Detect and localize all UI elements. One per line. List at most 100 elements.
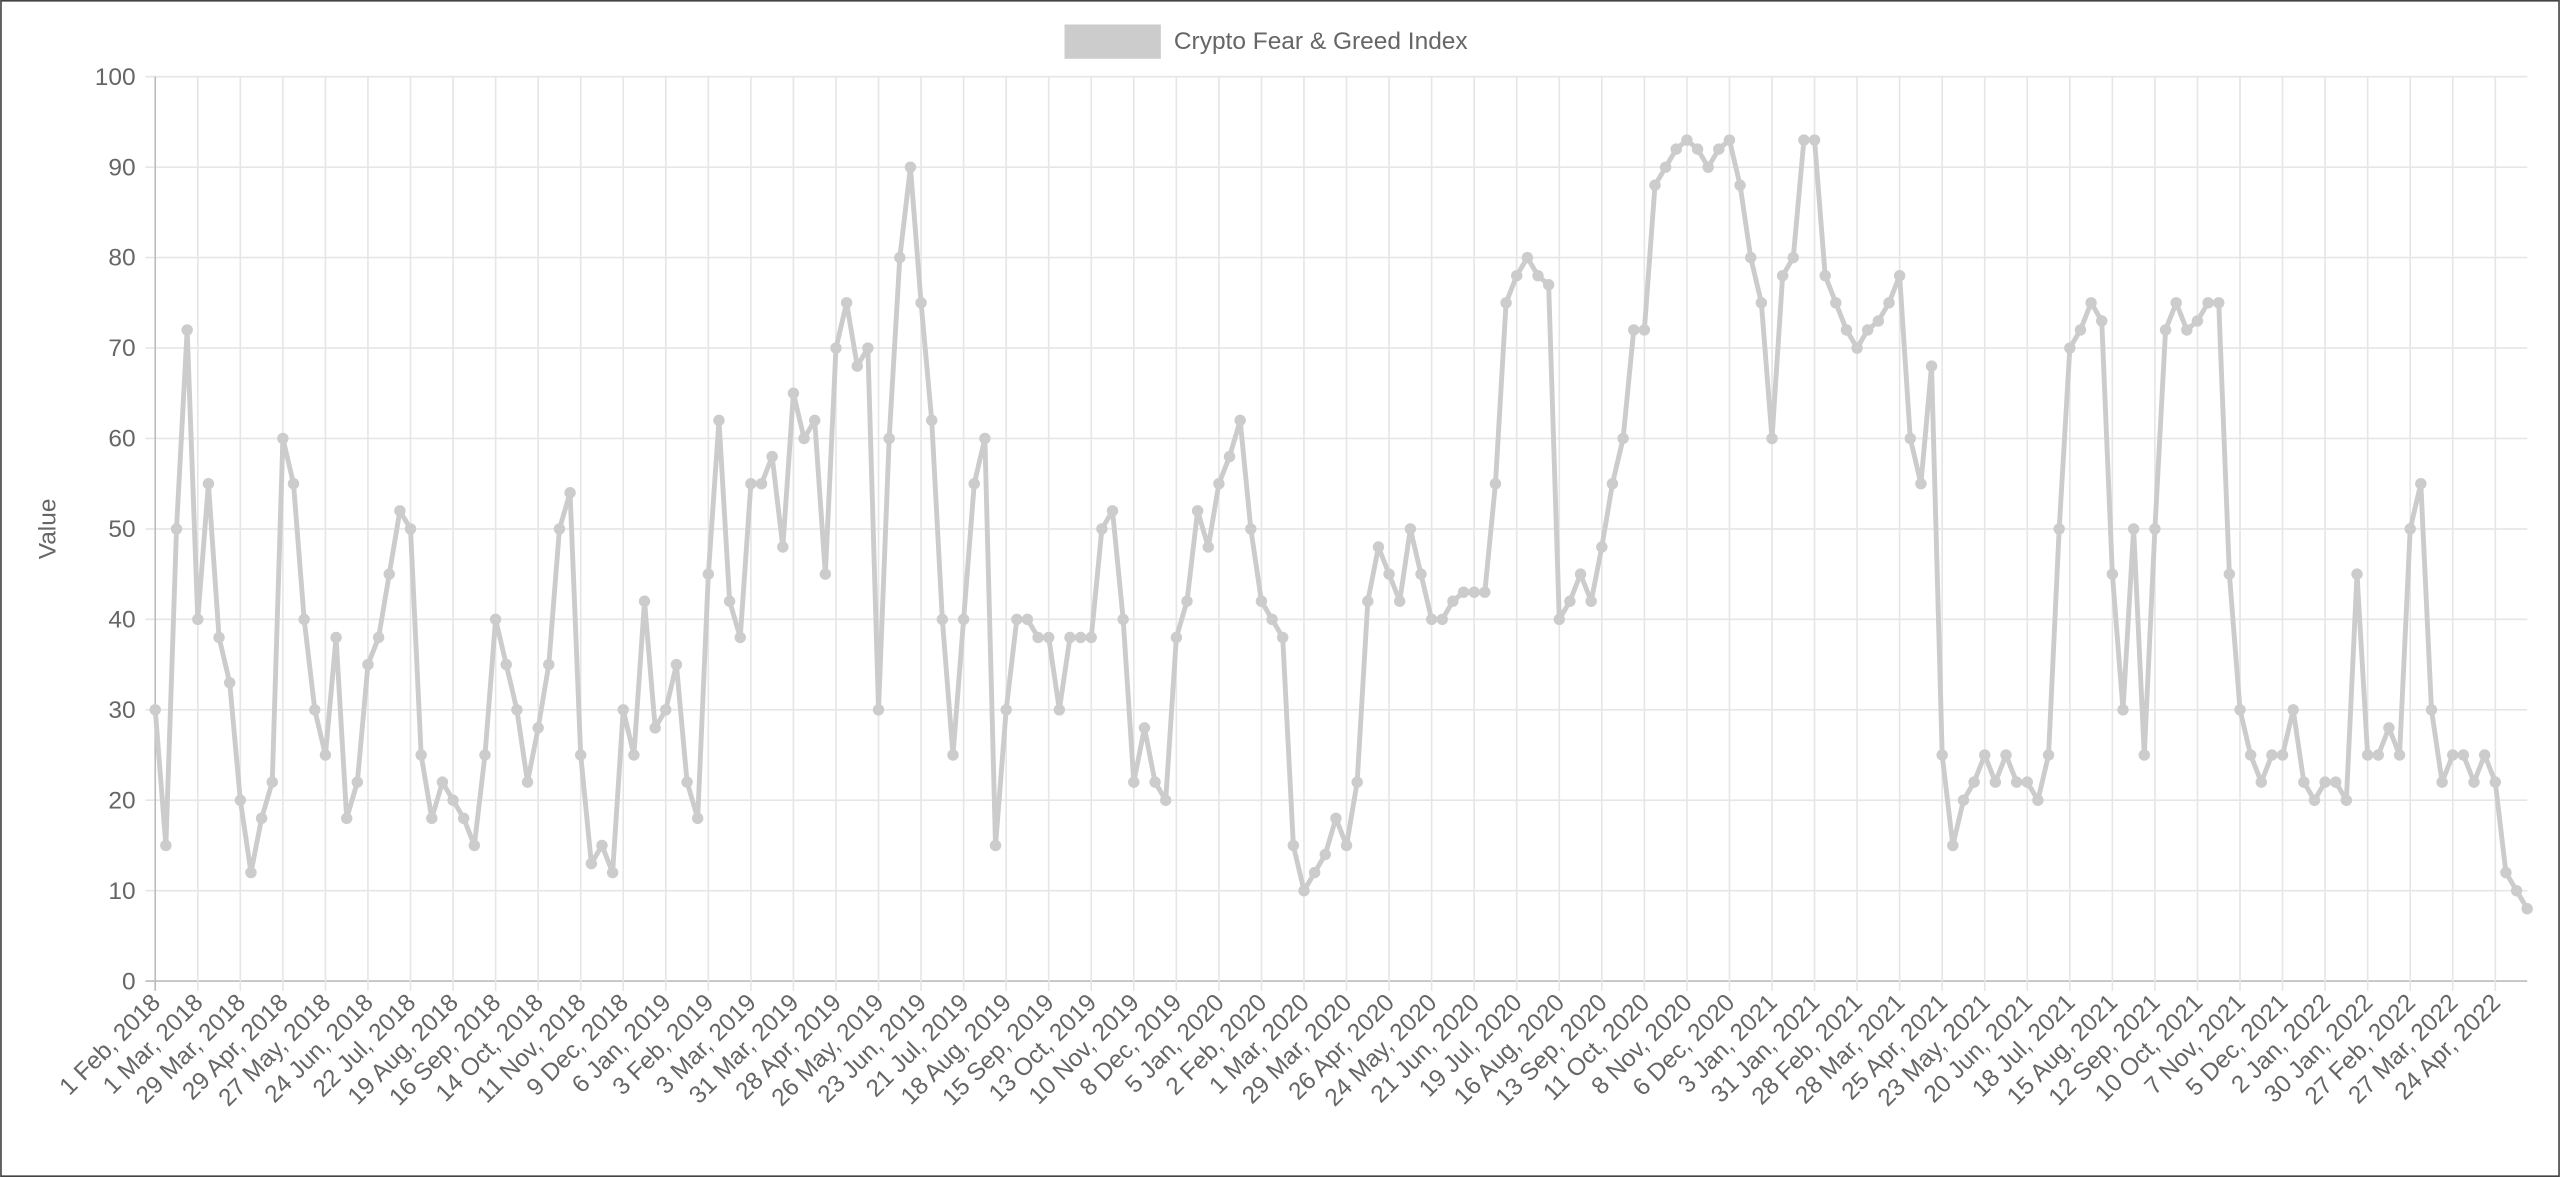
data-point (617, 704, 629, 716)
data-point (660, 704, 672, 716)
data-point (372, 631, 385, 644)
data-point (1819, 269, 1831, 282)
data-point (1553, 613, 1565, 626)
data-point (511, 704, 523, 716)
data-point (1649, 179, 1661, 191)
data-point (1904, 432, 1916, 445)
data-point (1500, 297, 1512, 309)
data-point (1915, 477, 1927, 490)
data-point (883, 432, 895, 445)
data-point (1202, 541, 1214, 553)
data-point (351, 776, 364, 788)
data-point (2393, 749, 2406, 761)
data-point (1862, 324, 1874, 336)
data-point (2159, 324, 2172, 336)
data-point (1479, 586, 1491, 598)
data-point (851, 360, 863, 372)
data-point (2478, 749, 2491, 761)
data-point (1011, 613, 1023, 626)
data-point (245, 866, 257, 879)
data-point (2213, 297, 2225, 309)
data-point (447, 794, 459, 806)
data-point (1298, 884, 1310, 897)
data-point (1245, 523, 1257, 535)
data-point (1606, 477, 1619, 490)
y-tick-label: 20 (108, 787, 135, 814)
data-point (1096, 523, 1108, 535)
data-point (415, 749, 427, 761)
data-point (894, 251, 906, 264)
data-point (202, 477, 215, 490)
y-tick-label: 60 (108, 426, 135, 453)
data-point (1532, 269, 1544, 282)
data-point (1372, 541, 1385, 553)
data-point (1979, 749, 1991, 761)
y-tick-label: 50 (108, 516, 135, 543)
data-point (1074, 631, 1087, 644)
data-point (2053, 523, 2065, 535)
data-point (2372, 749, 2384, 761)
data-point (543, 658, 555, 671)
data-point (1776, 269, 1789, 282)
data-point (1213, 477, 1225, 490)
data-point (649, 722, 661, 734)
data-point (479, 749, 491, 761)
data-point (2287, 704, 2299, 716)
data-point (628, 749, 640, 761)
data-point (1457, 586, 1470, 598)
data-point (160, 839, 172, 852)
data-point (383, 568, 395, 580)
data-point (2447, 749, 2459, 761)
legend-swatch[interactable] (1064, 24, 1161, 59)
data-point (2510, 884, 2523, 897)
data-point (925, 414, 938, 427)
data-point (309, 704, 321, 716)
data-point (1128, 776, 1140, 788)
data-point (1255, 595, 1268, 607)
data-point (436, 776, 449, 788)
data-point (1521, 251, 1534, 264)
data-point (723, 595, 736, 607)
data-point (1936, 749, 1948, 761)
data-point (2202, 297, 2214, 309)
data-point (2170, 297, 2182, 309)
data-point (1447, 595, 1459, 607)
data-point (1893, 269, 1906, 282)
legend-label[interactable]: Crypto Fear & Greed Index (1174, 28, 1468, 55)
data-point (2489, 776, 2501, 788)
data-point (1106, 505, 1119, 517)
data-point (734, 631, 746, 644)
data-point (2351, 568, 2363, 580)
data-point (755, 477, 768, 490)
data-point (691, 812, 704, 825)
data-point (2425, 704, 2438, 716)
data-point (2340, 794, 2353, 806)
data-point (1968, 776, 1980, 788)
data-point (2085, 297, 2097, 309)
data-point (1628, 324, 1640, 336)
data-point (2266, 749, 2278, 761)
data-point (1138, 722, 1151, 734)
data-point (2010, 776, 2023, 788)
data-point (277, 432, 289, 445)
data-point (2298, 776, 2310, 788)
data-point (2106, 568, 2119, 580)
data-point (298, 613, 310, 626)
data-point (170, 523, 183, 535)
data-point (2234, 704, 2246, 716)
data-point (872, 704, 885, 716)
data-point (1883, 297, 1895, 309)
data-point (1415, 568, 1427, 580)
data-point (1362, 595, 1374, 607)
data-point (2436, 776, 2448, 788)
data-point (1287, 839, 1300, 852)
data-point (574, 749, 587, 761)
data-point (1511, 269, 1523, 282)
data-point (2361, 749, 2374, 761)
data-point (2404, 523, 2416, 535)
data-point (808, 414, 821, 427)
data-point (1042, 631, 1055, 644)
data-point (798, 432, 810, 445)
data-point (936, 613, 949, 626)
data-point (606, 866, 619, 879)
